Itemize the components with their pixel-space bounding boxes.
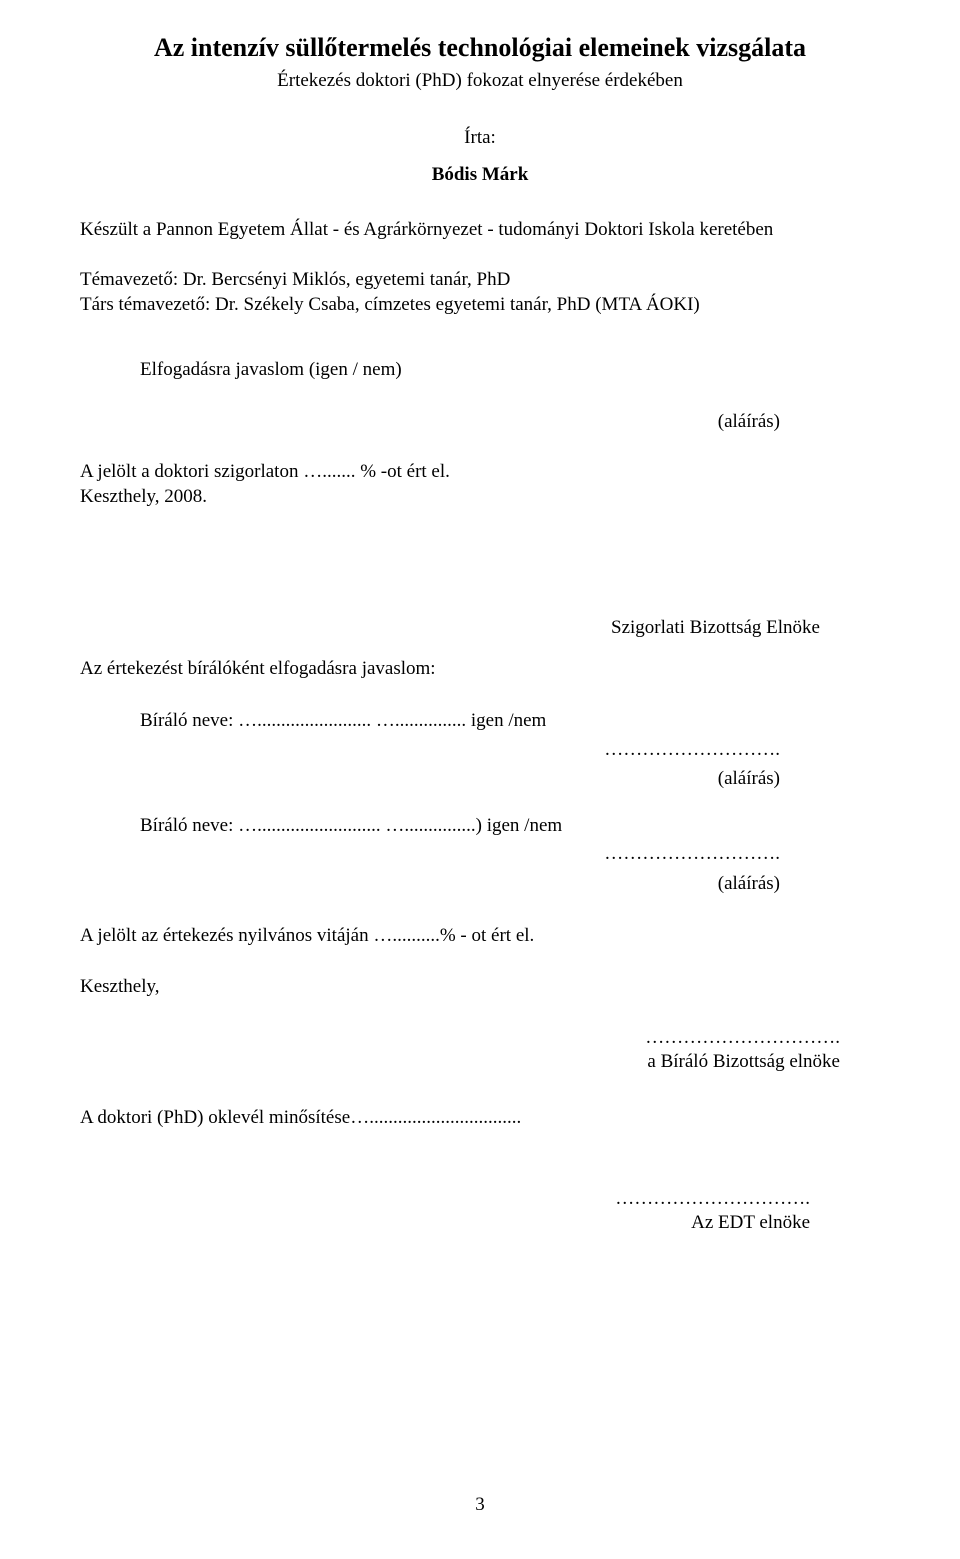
reviewer-1-dots: ………………………. bbox=[80, 737, 880, 764]
reviewer-1-line: Bíráló neve: …........................ …… bbox=[80, 708, 880, 735]
document-title: Az intenzív süllőtermelés technológiai e… bbox=[80, 30, 880, 66]
review-committee-chair: a Bíráló Bizottság elnöke bbox=[80, 1050, 840, 1075]
author-name: Bódis Márk bbox=[80, 162, 880, 189]
edt-chair-block: …………………………. Az EDT elnöke bbox=[80, 1187, 880, 1236]
wrote-label: Írta: bbox=[80, 125, 880, 152]
document-subtitle: Értekezés doktori (PhD) fokozat elnyerés… bbox=[80, 68, 880, 95]
review-accept-intro: Az értekezést bírálóként elfogadásra jav… bbox=[80, 656, 880, 683]
keszthely-year: Keszthely, 2008. bbox=[80, 485, 880, 510]
reviewer-2-dots: ………………………. bbox=[80, 841, 880, 868]
public-debate-line: A jelölt az értekezés nyilvános vitáján … bbox=[80, 923, 880, 950]
acceptance-recommend: Elfogadásra javaslom (igen / nem) bbox=[80, 357, 880, 384]
supervisors-block: Témavezető: Dr. Bercsényi Miklós, egyete… bbox=[80, 268, 880, 317]
prepared-at: Készült a Pannon Egyetem Állat - és Agrá… bbox=[80, 218, 880, 243]
supervisor-line-1: Témavezető: Dr. Bercsényi Miklós, egyete… bbox=[80, 268, 880, 293]
reviewer-2-signature: (aláírás) bbox=[80, 871, 880, 898]
signature-1: (aláírás) bbox=[80, 409, 880, 436]
page-number: 3 bbox=[0, 1492, 960, 1519]
keszthely-only: Keszthely, bbox=[80, 974, 880, 1001]
diploma-qualification: A doktori (PhD) oklevél minősítése….....… bbox=[80, 1105, 880, 1132]
edt-chair-label: Az EDT elnöke bbox=[80, 1211, 810, 1236]
edt-chair-dots: …………………………. bbox=[80, 1187, 810, 1212]
review-committee-dots: …………………………. bbox=[80, 1026, 840, 1051]
supervisor-line-2: Társ témavezető: Dr. Székely Csaba, címz… bbox=[80, 293, 880, 318]
reviewer-2-line: Bíráló neve: …..........................… bbox=[80, 813, 880, 840]
candidate-exam-line: A jelölt a doktori szigorlaton …....... … bbox=[80, 460, 880, 485]
review-committee-block: …………………………. a Bíráló Bizottság elnöke bbox=[80, 1026, 880, 1075]
candidate-exam-block: A jelölt a doktori szigorlaton …....... … bbox=[80, 460, 880, 509]
committee-chair-label: Szigorlati Bizottság Elnöke bbox=[80, 615, 880, 642]
reviewer-1-signature: (aláírás) bbox=[80, 766, 880, 793]
